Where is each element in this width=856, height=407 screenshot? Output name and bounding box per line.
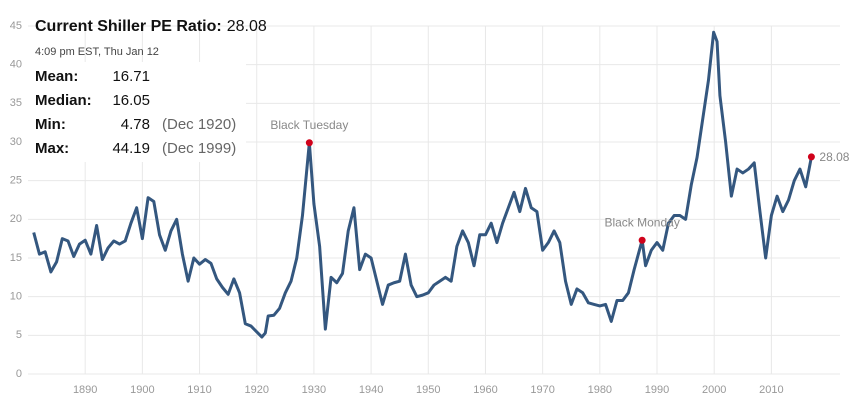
y-tick-label: 35 (10, 97, 22, 109)
title: Current Shiller PE Ratio: (35, 18, 222, 35)
y-tick-label: 0 (16, 368, 22, 380)
stat-label: Median: (35, 92, 92, 109)
y-tick-label: 15 (10, 252, 22, 264)
end-point (807, 153, 815, 161)
x-tick-label: 1890 (73, 384, 97, 396)
y-tick-label: 25 (10, 175, 22, 187)
overlay: Black Tuesday Black Monday 28.08 Current Sh… (35, 18, 850, 244)
annotation-point (638, 236, 646, 244)
x-tick-label: 1930 (302, 384, 326, 396)
y-tick-label: 45 (10, 20, 22, 32)
y-tick-label: 5 (16, 329, 22, 341)
y-tick-label: 40 (10, 59, 22, 71)
y-tick-label: 30 (10, 136, 22, 148)
annotation-point (305, 139, 313, 147)
annotation-label: Black Monday (604, 215, 679, 229)
x-tick-label: 1980 (588, 384, 612, 396)
data-line (32, 30, 813, 339)
stat-label: Max: (35, 140, 69, 157)
x-tick-label: 1950 (416, 384, 440, 396)
x-tick-label: 1990 (645, 384, 669, 396)
y-tick-label: 10 (10, 291, 22, 303)
stat-date: (Dec 1920) (162, 116, 236, 133)
stat-value: 44.19 (112, 140, 150, 157)
end-label: 28.08 (819, 150, 849, 164)
stat-value: 4.78 (121, 116, 150, 133)
stat-value: 16.71 (112, 68, 150, 85)
y-tick-label: 20 (10, 213, 22, 225)
x-tick-label: 1960 (473, 384, 497, 396)
timestamp: 4:09 pm EST, Thu Jan 12 (35, 46, 159, 58)
plot (32, 30, 813, 339)
stats-box (28, 62, 246, 162)
x-tick-label: 1940 (359, 384, 383, 396)
x-tick-label: 1900 (130, 384, 154, 396)
x-tick-label: 2000 (702, 384, 726, 396)
x-tick-label: 2010 (759, 384, 783, 396)
x-tick-label: 1910 (187, 384, 211, 396)
x-tick-label: 1920 (244, 384, 268, 396)
stat-value: 16.05 (112, 92, 150, 109)
stat-label: Mean: (35, 68, 78, 85)
annotation-label: Black Tuesday (270, 118, 348, 132)
stat-label: Min: (35, 116, 66, 133)
x-tick-label: 1970 (530, 384, 554, 396)
current-value: 28.08 (227, 18, 267, 35)
stat-date: (Dec 1999) (162, 140, 236, 157)
